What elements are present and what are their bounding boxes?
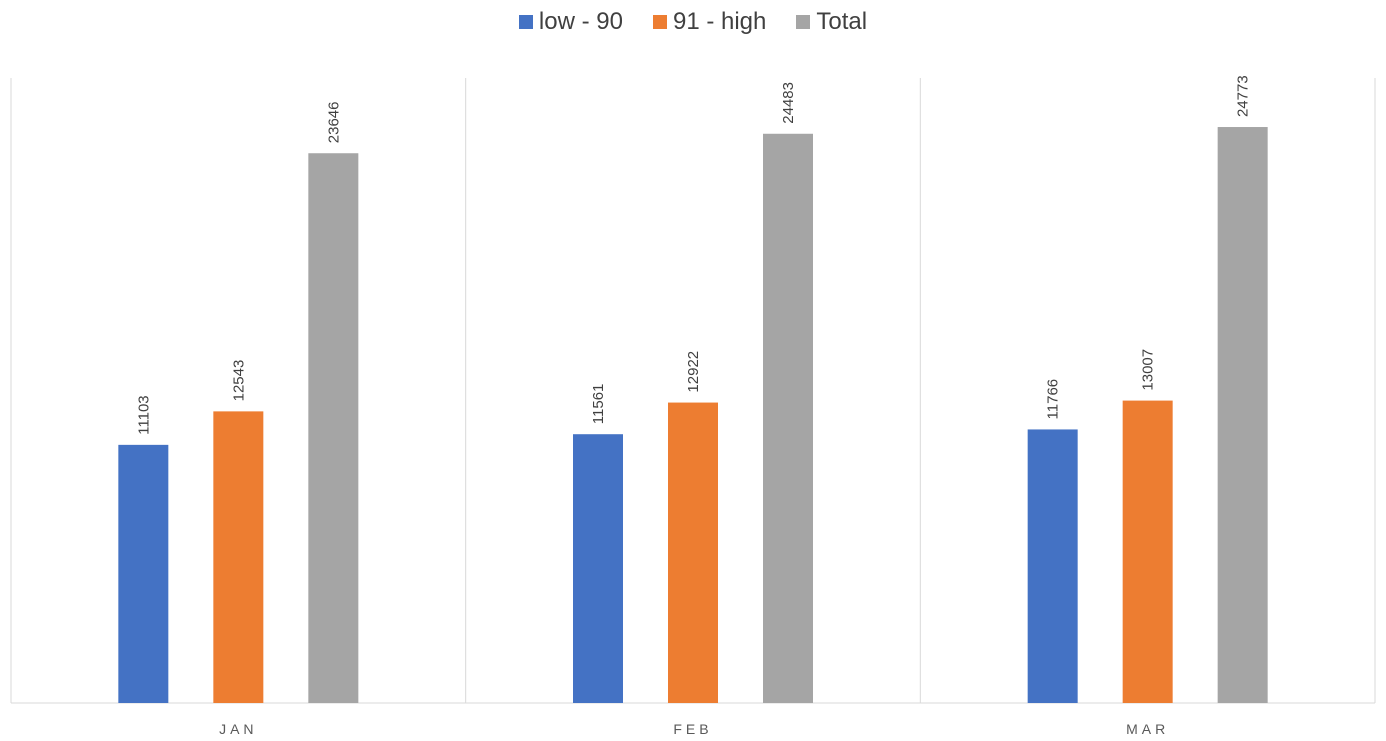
chart-legend: low - 90 91 - high Total (0, 8, 1386, 36)
legend-item-total: Total (796, 8, 867, 36)
bar-low-90-jan (118, 444, 169, 703)
bar-91-high-mar (1122, 400, 1173, 703)
legend-swatch-total (796, 15, 811, 29)
data-label: 24483 (780, 82, 797, 124)
data-label: 11561 (590, 384, 607, 425)
data-label: 11103 (135, 395, 152, 435)
legend-label-total: Total (816, 8, 868, 35)
bar-low-90-feb (573, 434, 623, 703)
data-label: 23646 (325, 102, 342, 144)
legend-item-91-high: 91 - high (652, 8, 767, 36)
bar-total-feb (763, 133, 813, 703)
legend-swatch-low-90 (518, 15, 533, 29)
data-label: 12922 (685, 351, 702, 393)
data-label: 11766 (1045, 379, 1062, 420)
bar-91-high-feb (668, 402, 718, 703)
data-label: 13007 (1140, 349, 1157, 391)
data-label: 12543 (230, 360, 247, 402)
bar-total-mar (1217, 127, 1268, 703)
x-tick-label: JAN (219, 721, 257, 737)
x-tick-label: FEB (673, 721, 712, 737)
legend-item-low-90: low - 90 (518, 8, 623, 36)
bar-91-high-jan (213, 411, 264, 703)
legend-label-91-high: 91 - high (672, 8, 767, 35)
legend-label-low-90: low - 90 (538, 8, 623, 35)
x-tick-label: MAR (1126, 721, 1169, 737)
bar-low-90-mar (1027, 429, 1078, 703)
bar-total-jan (308, 153, 359, 704)
legend-swatch-91-high (652, 15, 667, 29)
data-label: 24773 (1235, 75, 1252, 117)
